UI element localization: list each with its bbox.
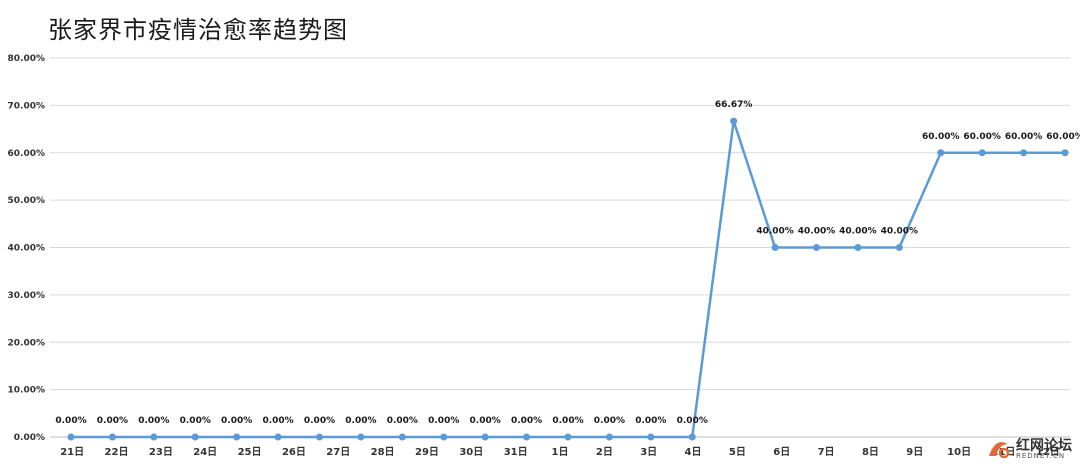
x-tick-label: 30日 (459, 446, 483, 458)
data-point (398, 433, 406, 441)
y-tick-label: 0.00% (14, 433, 45, 443)
y-tick-label: 50.00% (8, 196, 46, 206)
y-tick-label: 40.00% (8, 244, 46, 254)
data-label: 40.00% (839, 227, 877, 237)
data-label: 0.00% (262, 416, 293, 426)
data-label: 0.00% (304, 416, 335, 426)
data-point (233, 433, 241, 441)
data-label: 66.67% (715, 100, 753, 110)
data-label: 0.00% (180, 416, 211, 426)
x-tick-label: 27日 (326, 446, 350, 458)
x-tick-label: 31日 (504, 446, 528, 458)
watermark-logo: 红网论坛 REDNET.CN (986, 438, 1072, 460)
y-axis-ticks: 0.00% 10.00% 20.00% 30.00% 40.00% 50.00% 60.00… (8, 54, 46, 443)
x-tick-label: 9日 (906, 446, 923, 458)
data-point (647, 433, 655, 441)
data-point (978, 149, 986, 157)
data-label: 0.00% (552, 416, 583, 426)
y-tick-label: 30.00% (8, 291, 46, 301)
y-tick-label: 20.00% (8, 338, 46, 348)
data-label: 40.00% (881, 227, 919, 237)
x-tick-label: 3日 (640, 446, 657, 458)
data-point (771, 244, 779, 251)
rednet-logo-icon (986, 438, 1012, 460)
data-label: 0.00% (387, 416, 418, 426)
data-label: 0.00% (428, 416, 459, 426)
data-point (191, 433, 199, 441)
data-point (854, 244, 862, 251)
data-labels: 0.00% 0.00% 0.00% 0.00% 0.00% 0.00% 0.00% 0.00%… (55, 100, 1080, 426)
data-label: 0.00% (55, 416, 86, 426)
data-point (440, 433, 448, 441)
data-point (937, 149, 945, 157)
data-label: 40.00% (756, 227, 794, 237)
y-tick-label: 80.00% (8, 54, 46, 64)
x-tick-label: 12日 (1036, 446, 1060, 458)
x-tick-label: 28日 (371, 446, 395, 458)
data-label: 0.00% (221, 416, 252, 426)
data-label: 0.00% (635, 416, 666, 426)
data-label: 40.00% (798, 227, 836, 237)
x-tick-label: 21日 (60, 446, 84, 458)
y-tick-label: 70.00% (8, 101, 46, 111)
data-point (1061, 149, 1069, 157)
x-tick-label: 29日 (415, 446, 439, 458)
data-point (564, 433, 572, 441)
grid-lines (50, 57, 1070, 438)
data-label: 60.00% (963, 132, 1001, 142)
x-tick-label: 4日 (685, 446, 702, 458)
data-label: 0.00% (511, 416, 542, 426)
y-tick-label: 10.00% (8, 386, 46, 396)
data-point (108, 433, 116, 441)
data-point (1020, 149, 1028, 157)
data-label: 60.00% (1046, 132, 1080, 142)
data-label: 0.00% (470, 416, 501, 426)
watermark-site: REDNET.CN (1016, 451, 1066, 460)
watermark-name: 红网论坛 (1016, 437, 1072, 454)
data-point (481, 433, 489, 441)
data-points (67, 117, 1069, 441)
y-tick-label: 60.00% (8, 149, 46, 159)
x-tick-label: 24日 (193, 446, 217, 458)
x-tick-label: 6日 (773, 446, 790, 458)
data-label: 60.00% (922, 132, 960, 142)
data-point (730, 117, 738, 125)
data-label: 0.00% (138, 416, 169, 426)
data-label: 0.00% (97, 416, 128, 426)
x-tick-label: 26日 (282, 446, 306, 458)
data-point (316, 433, 323, 441)
chart-title: 张家界市疫情治愈率趋势图 (48, 16, 348, 44)
data-label: 0.00% (345, 416, 376, 426)
data-point (688, 433, 696, 441)
data-label: 0.00% (594, 416, 625, 426)
x-tick-label: 10日 (947, 446, 971, 458)
data-point (813, 244, 820, 251)
x-tick-label: 5日 (729, 446, 746, 458)
x-tick-label: 22日 (105, 446, 129, 458)
data-label: 60.00% (1005, 132, 1043, 142)
data-point (895, 244, 903, 251)
x-tick-label: 23日 (149, 446, 173, 458)
x-tick-label: 2日 (596, 446, 613, 458)
x-tick-label: 1日 (552, 446, 569, 458)
x-tick-label: 8日 (862, 446, 879, 458)
data-point (67, 433, 75, 441)
data-point (150, 433, 158, 441)
data-label: 0.00% (677, 416, 708, 426)
x-tick-label: 7日 (818, 446, 835, 458)
data-point (605, 433, 613, 441)
data-point (523, 433, 531, 441)
x-axis-ticks: 21日 22日 23日 24日 25日 26日 27日 28日 29日 30日 31日 1日 2日 3日 4… (50, 436, 1070, 458)
x-tick-label: 25日 (238, 446, 262, 458)
data-point (274, 433, 282, 441)
data-point (357, 433, 365, 441)
